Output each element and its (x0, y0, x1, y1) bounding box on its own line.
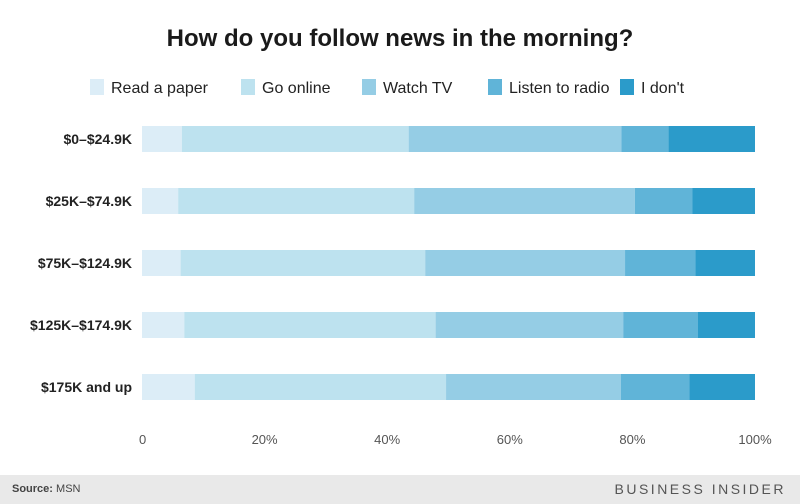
bar-segment (620, 374, 690, 400)
bar-segment (184, 312, 436, 338)
x-tick-label: 40% (374, 432, 400, 447)
source-note: Source: MSN (12, 483, 80, 495)
bar-segment (142, 188, 179, 214)
bar-segment (435, 312, 624, 338)
bar-segment (194, 374, 447, 400)
bar-segment (625, 250, 696, 276)
bar-segment (692, 188, 755, 214)
legend-swatch (488, 79, 502, 95)
bar-segment (695, 250, 755, 276)
category-label: $175K and up (41, 379, 132, 395)
legend-label: Listen to radio (509, 80, 610, 97)
legend-label: Read a paper (111, 80, 209, 97)
bar-segment (181, 126, 409, 152)
bar-segment (621, 126, 669, 152)
bar-segment (668, 126, 755, 152)
bar-segment (689, 374, 755, 400)
chart-canvas: How do you follow news in the morning? Re… (30, 25, 772, 447)
bar-segment (180, 250, 426, 276)
legend-swatch (362, 79, 376, 95)
bar-segment (414, 188, 635, 214)
x-tick-label: 0 (139, 432, 146, 447)
source-value: MSN (56, 483, 81, 495)
bar-segment (425, 250, 626, 276)
x-tick-label: 60% (497, 432, 523, 447)
bar-segment (142, 374, 195, 400)
category-label: $125K–$174.9K (30, 317, 132, 333)
bar-segment (142, 312, 185, 338)
legend-swatch (90, 79, 104, 95)
bar-segment (142, 126, 182, 152)
category-label: $25K–$74.9K (46, 193, 132, 209)
footer: Source: MSN BUSINESS INSIDER (0, 475, 800, 504)
legend-label: Watch TV (383, 80, 453, 97)
category-label: $0–$24.9K (63, 131, 132, 147)
legend-label: I don't (641, 80, 685, 97)
bar-segment (446, 374, 621, 400)
bar-segment (178, 188, 415, 214)
bar-segment (408, 126, 622, 152)
x-tick-label: 20% (252, 432, 278, 447)
legend-label: Go online (262, 80, 331, 97)
legend-swatch (241, 79, 255, 95)
legend-swatch (620, 79, 634, 95)
bar-segment (634, 188, 693, 214)
bar-segment (623, 312, 698, 338)
bar-segment (142, 250, 181, 276)
x-tick-label: 80% (619, 432, 645, 447)
category-label: $75K–$124.9K (38, 255, 132, 271)
chart-title: How do you follow news in the morning? (167, 25, 634, 52)
bar-segment (697, 312, 755, 338)
source-label: Source: (12, 483, 53, 495)
brand-logo: BUSINESS INSIDER (614, 481, 786, 497)
x-tick-label: 100% (738, 432, 772, 447)
